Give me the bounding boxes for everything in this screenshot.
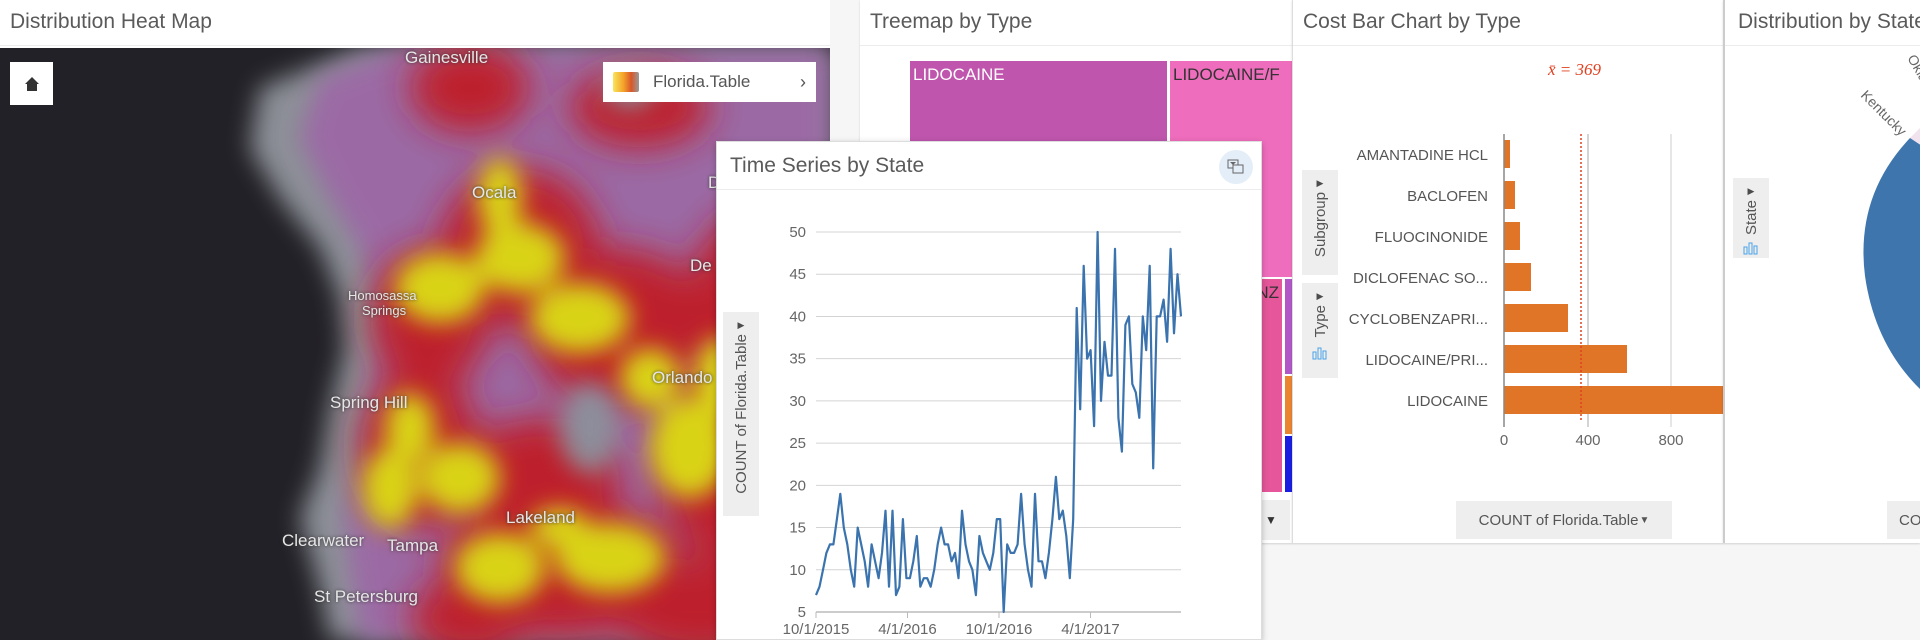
bar-chart-icon [1743, 242, 1758, 255]
svg-text:Kentucky: Kentucky [1858, 87, 1910, 139]
costbar-title: Cost Bar Chart by Type [1293, 0, 1723, 46]
time-series-chart: 5 10 15 20 25 30 35 40 45 50 10/1/2015 4/1/2016 10/… [783, 224, 1183, 638]
svg-text:LIDOCAINE/PRI...: LIDOCAINE/PRI... [1365, 352, 1488, 369]
city-label: Tampa [387, 536, 439, 555]
filter-widget-icon [1227, 159, 1244, 174]
city-label: Clearwater [282, 531, 365, 550]
city-label: De [690, 256, 712, 275]
svg-text:400: 400 [1575, 432, 1600, 449]
home-button[interactable] [10, 62, 53, 105]
heatmap-title: Distribution Heat Map [0, 0, 830, 46]
subgroup-axis-chip[interactable]: Subgroup ▶ [1302, 170, 1338, 275]
svg-text:40: 40 [789, 308, 806, 325]
treemap-cell-strip[interactable] [1285, 279, 1292, 374]
svg-text:Okla: Okla [1904, 52, 1920, 85]
city-label: Lakeland [506, 508, 576, 527]
svg-text:10: 10 [789, 562, 806, 579]
distribution-panel: Distribution by State ▶ State Kentucky O… [1723, 0, 1920, 543]
svg-text:0: 0 [1500, 432, 1508, 449]
city-label: Spring Hill [330, 393, 408, 412]
city-label: St Petersburg [314, 587, 418, 606]
caret-icon: ▶ [1747, 186, 1755, 196]
heat-gradient-swatch-icon [613, 72, 639, 92]
cost-bar-chart: AMANTADINE HCL BACLOFEN FLUOCINONIDE DIC… [1349, 134, 1724, 449]
caret-icon: ▶ [1316, 291, 1324, 301]
svg-text:DICLOFENAC SO...: DICLOFENAC SO... [1353, 270, 1488, 287]
cost-bar-panel: Cost Bar Chart by Type x̄ = 369 Subgroup… [1292, 0, 1724, 543]
heat-map-canvas[interactable]: Gainesville Ocala Homosassa Springs Spri… [0, 48, 830, 640]
svg-text:4/1/2016: 4/1/2016 [878, 621, 936, 638]
timeseries-title: Time Series by State [717, 142, 1261, 190]
mean-annotation: x̄ = 369 [1548, 60, 1602, 79]
svg-text:4/1/2017: 4/1/2017 [1061, 621, 1119, 638]
distribution-title: Distribution by State [1725, 0, 1920, 46]
caret-down-icon: ▼ [1265, 513, 1277, 527]
svg-text:5: 5 [798, 604, 806, 621]
svg-text:50: 50 [789, 224, 806, 241]
treemap-cell-strip[interactable] [1285, 376, 1292, 434]
measure-dropdown[interactable]: COUNT of Florida.Table ▼ [1456, 501, 1672, 539]
svg-text:20: 20 [789, 477, 806, 494]
svg-text:15: 15 [789, 520, 806, 537]
bar-chart-icon [1312, 347, 1327, 360]
city-label: Gainesville [405, 48, 489, 67]
layer-label: Florida.Table [653, 72, 751, 91]
home-icon [24, 76, 39, 91]
caret-down-icon: ▼ [1639, 514, 1650, 526]
pie-chart[interactable]: Kentucky Okla [1725, 46, 1920, 486]
city-label: Orlando [652, 368, 713, 387]
svg-text:10/1/2016: 10/1/2016 [966, 621, 1033, 638]
caret-icon: ▶ [1316, 178, 1324, 188]
svg-text:800: 800 [1658, 432, 1683, 449]
svg-text:LIDOCAINE: LIDOCAINE [1407, 393, 1488, 410]
measure-label: CO [1899, 511, 1920, 529]
svg-text:25: 25 [789, 435, 806, 452]
measure-dropdown[interactable]: CO [1887, 501, 1920, 539]
chevron-right-icon: › [800, 71, 806, 92]
treemap-title: Treemap by Type [860, 0, 1292, 46]
state-axis-chip[interactable]: ▶ State [1733, 178, 1769, 258]
y-axis-chip[interactable]: ▶ COUNT of Florida.Table [723, 312, 759, 516]
svg-text:45: 45 [789, 266, 806, 283]
heatmap-panel: Distribution Heat Map [0, 0, 830, 640]
svg-text:30: 30 [789, 393, 806, 410]
time-series-panel[interactable]: Time Series by State ▶ COUNT of Florida.… [716, 141, 1262, 640]
svg-text:FLUOCINONIDE: FLUOCINONIDE [1375, 229, 1488, 246]
svg-text:AMANTADINE HCL: AMANTADINE HCL [1357, 147, 1488, 164]
treemap-cell-strip[interactable] [1285, 436, 1292, 492]
svg-text:10/1/2015: 10/1/2015 [783, 621, 850, 638]
caret-icon: ▶ [737, 320, 745, 330]
filter-widget-button[interactable] [1219, 150, 1253, 184]
city-label: Springs [362, 303, 407, 318]
city-label: Homosassa [348, 288, 417, 303]
measure-label: COUNT of Florida.Table [1478, 511, 1639, 529]
city-label: Ocala [472, 183, 517, 202]
svg-text:BACLOFEN: BACLOFEN [1407, 188, 1488, 205]
layer-selector[interactable]: Florida.Table › [603, 62, 816, 102]
type-axis-chip[interactable]: ▶ Type [1302, 283, 1338, 378]
svg-text:CYCLOBENZAPRI...: CYCLOBENZAPRI... [1349, 311, 1488, 328]
svg-text:35: 35 [789, 351, 806, 368]
